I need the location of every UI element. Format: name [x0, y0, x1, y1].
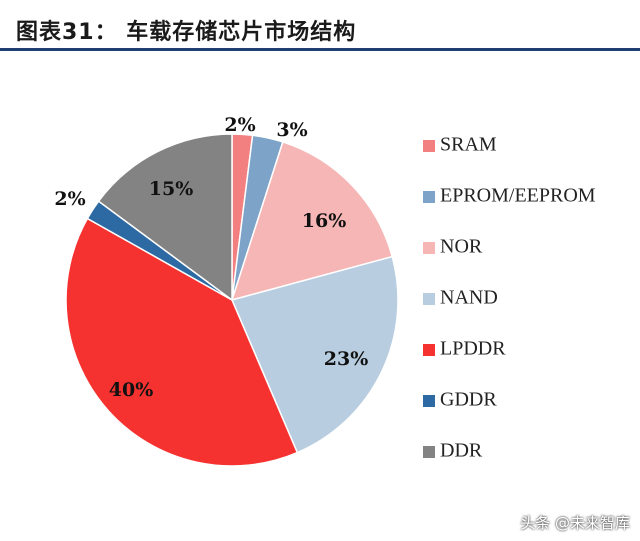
title-divider — [0, 48, 640, 51]
legend-swatch — [423, 344, 435, 356]
legend-swatch — [423, 395, 435, 407]
pie-slice-nor — [230, 141, 394, 302]
slice-label-nor: 16% — [302, 210, 347, 232]
slice-labels: 2% 3% 16% 23% 40% 2% 15% — [54, 114, 368, 401]
pie-slice-ddr — [97, 133, 233, 302]
slice-label-ddr: 15% — [149, 178, 194, 200]
legend-label: NOR — [440, 236, 483, 258]
slice-label-sram: 2% — [224, 114, 255, 136]
legend-label: EPROM/EEPROM — [440, 185, 596, 207]
legend-item-sram: SRAM — [423, 134, 497, 156]
legend-swatch — [423, 191, 435, 203]
legend-label: NAND — [440, 287, 498, 309]
legend: SRAM EPROM/EEPROM NOR NAND LPDDR GDDR DDR — [423, 134, 596, 462]
slice-label-gddr: 2% — [54, 188, 85, 210]
pie-slice-lpddr — [65, 217, 299, 467]
legend-swatch — [423, 242, 435, 254]
legend-item-gddr: GDDR — [423, 389, 497, 411]
slice-label-eprom-eeprom: 3% — [276, 119, 307, 141]
watermark: 头条 @未来智库 — [520, 514, 630, 532]
slice-label-lpddr: 40% — [109, 379, 154, 401]
legend-item-eprom-eeprom: EPROM/EEPROM — [423, 185, 596, 207]
legend-swatch — [423, 446, 435, 458]
legend-item-nand: NAND — [423, 287, 498, 309]
page-title: 图表31： 车载存储芯片市场结构 — [16, 20, 357, 45]
legend-swatch — [423, 140, 435, 152]
pie-slices — [65, 133, 399, 467]
legend-item-nor: NOR — [423, 236, 483, 258]
legend-label: DDR — [440, 440, 483, 462]
legend-swatch — [423, 293, 435, 305]
pie-slice-nand — [230, 255, 399, 454]
slice-label-nand: 23% — [324, 348, 369, 370]
legend-item-lpddr: LPDDR — [423, 338, 506, 360]
legend-label: LPDDR — [440, 338, 506, 360]
legend-label: SRAM — [440, 134, 497, 156]
legend-item-ddr: DDR — [423, 440, 483, 462]
legend-label: GDDR — [440, 389, 497, 411]
